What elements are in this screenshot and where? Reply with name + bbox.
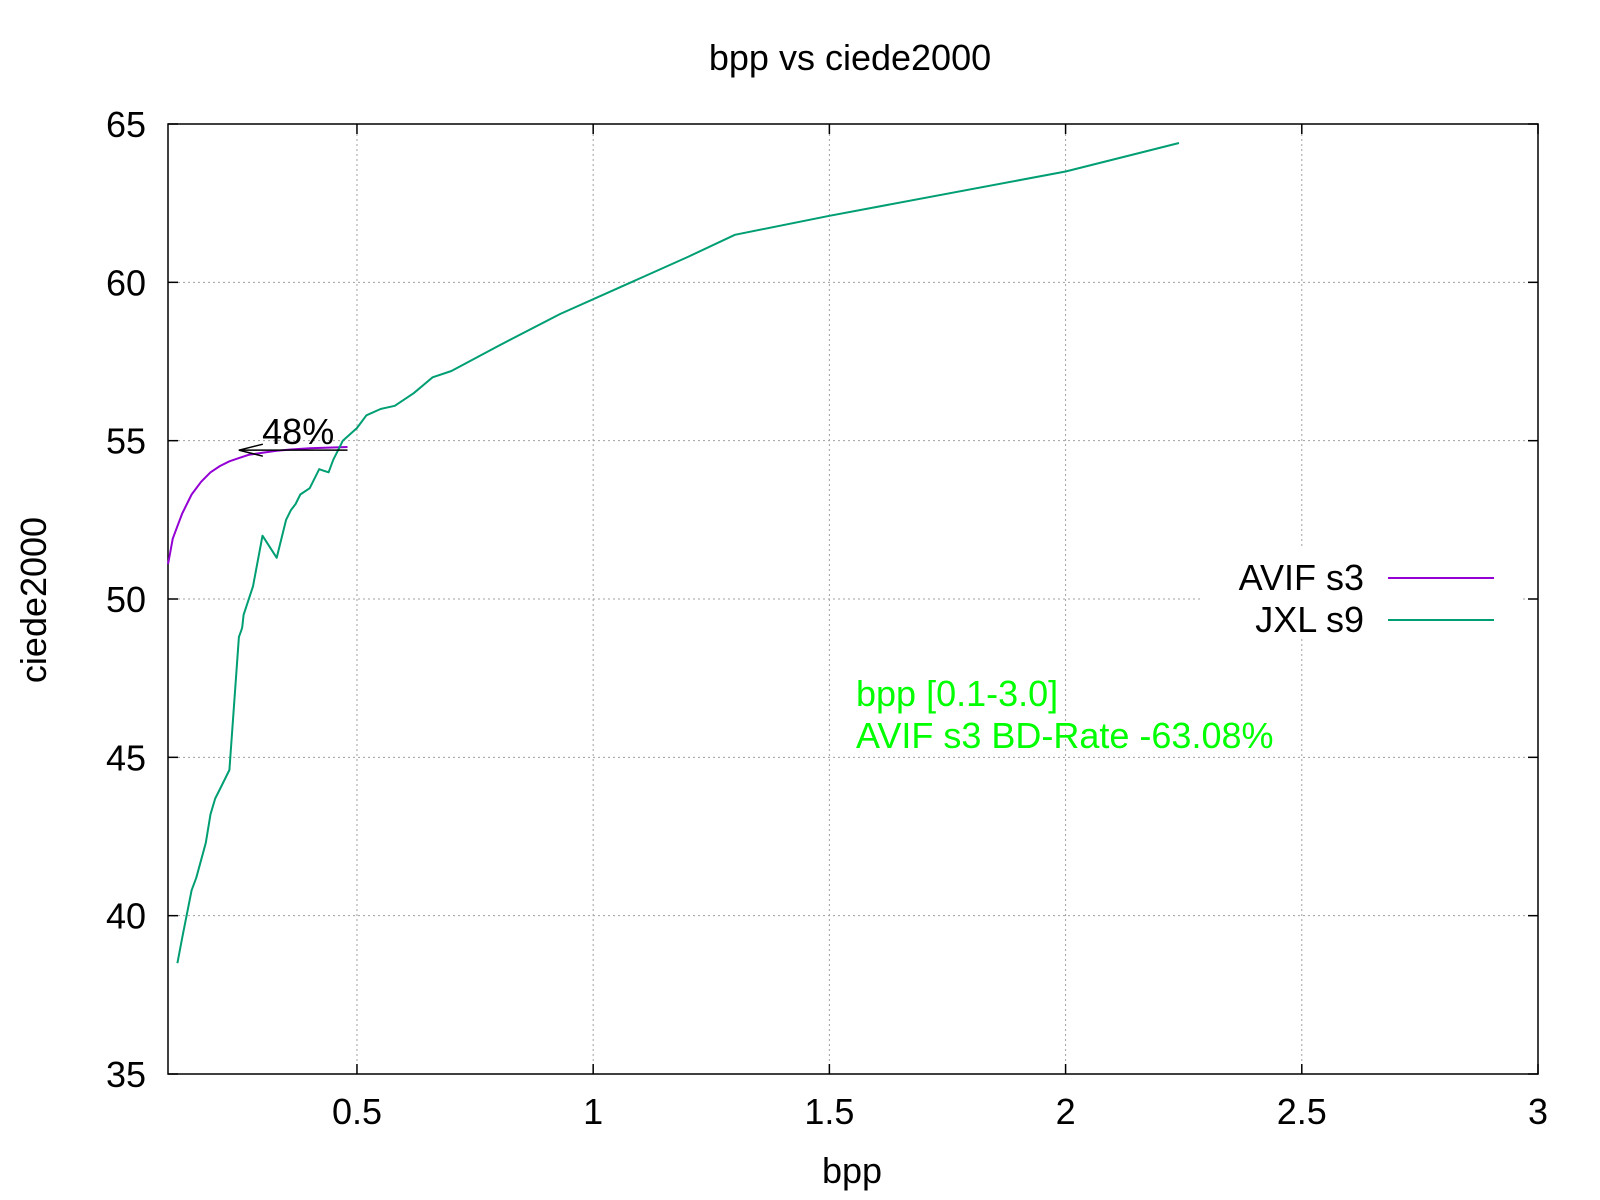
y-tick-label: 55: [106, 421, 146, 462]
legend-label: AVIF s3: [1239, 557, 1364, 598]
y-tick-label: 60: [106, 262, 146, 303]
chart-title: bpp vs ciede2000: [709, 37, 991, 78]
x-tick-label: 2: [1056, 1091, 1076, 1132]
y-tick-label: 40: [106, 896, 146, 937]
x-axis-label: bpp: [822, 1150, 882, 1191]
legend-background: [1200, 546, 1520, 638]
y-tick-label: 35: [106, 1054, 146, 1095]
y-tick-label: 50: [106, 579, 146, 620]
series-lines: [167, 142, 1180, 964]
info-line-range: bpp [0.1-3.0]: [856, 673, 1058, 714]
series-line-2: [176, 142, 1180, 964]
arrow-label: 48%: [262, 411, 334, 452]
x-tick-label: 1: [583, 1091, 603, 1132]
annotation-layer: 48% bpp [0.1-3.0] AVIF s3 BD-Rate -63.08…: [238, 411, 1274, 756]
arrow-head: [238, 443, 264, 457]
legend-label: JXL s9: [1255, 599, 1364, 640]
axis-ticks: 0.5 1 1.5 2 2.5 3 35 40 45 50 55 60 65: [106, 104, 1548, 1132]
y-axis-label: ciede2000: [13, 517, 54, 683]
y-tick-label: 65: [106, 104, 146, 145]
y-tick-label: 45: [106, 737, 146, 778]
x-tick-label: 2.5: [1277, 1091, 1327, 1132]
x-tick-label: 3: [1528, 1091, 1548, 1132]
x-tick-label: 0.5: [332, 1091, 382, 1132]
series-line-1: [167, 446, 348, 565]
info-line-bdrate: AVIF s3 BD-Rate -63.08%: [856, 715, 1274, 756]
x-tick-label: 1.5: [804, 1091, 854, 1132]
